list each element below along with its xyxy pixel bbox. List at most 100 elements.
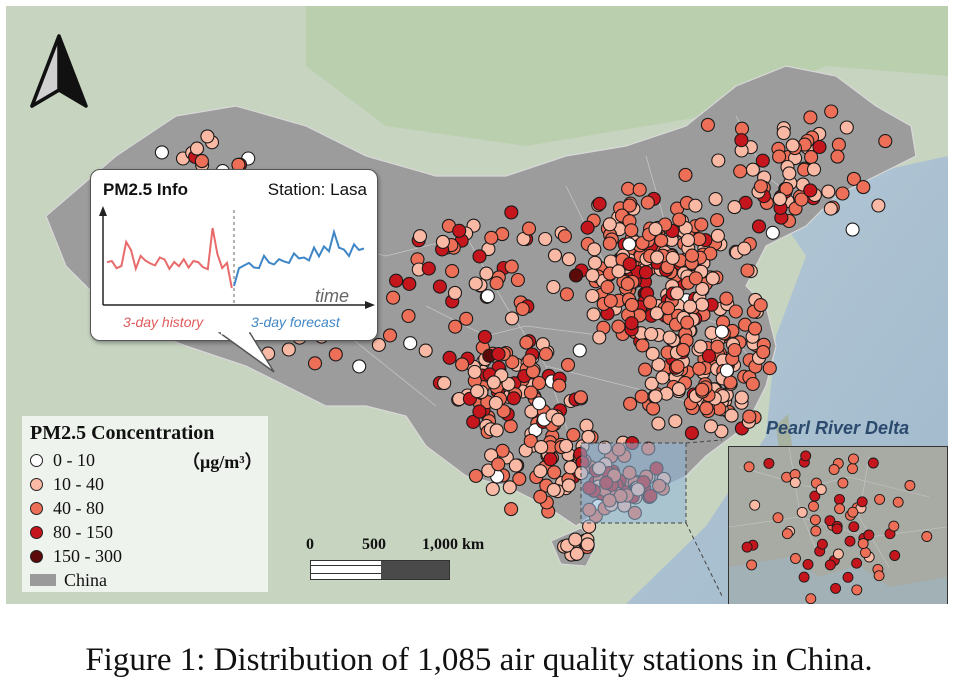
inset-station-marker[interactable] (772, 512, 784, 524)
station-marker[interactable] (624, 223, 639, 238)
station-marker[interactable] (753, 179, 768, 194)
station-marker[interactable] (489, 423, 504, 438)
station-marker[interactable] (200, 129, 215, 144)
station-marker[interactable] (695, 382, 710, 397)
station-marker[interactable] (655, 370, 670, 385)
station-marker[interactable] (710, 339, 725, 354)
station-marker[interactable] (737, 241, 752, 256)
inset-station-marker[interactable] (874, 493, 886, 505)
station-marker[interactable] (644, 326, 659, 342)
station-marker[interactable] (572, 343, 587, 358)
station-marker[interactable] (645, 346, 660, 361)
station-marker[interactable] (632, 182, 647, 197)
station-marker[interactable] (573, 390, 588, 405)
station-marker[interactable] (585, 288, 600, 304)
station-marker[interactable] (402, 276, 417, 291)
station-marker[interactable] (533, 489, 548, 504)
station-marker[interactable] (765, 225, 780, 240)
station-marker[interactable] (719, 363, 734, 378)
inset-station-marker[interactable] (749, 499, 761, 511)
inset-station-marker[interactable] (834, 493, 845, 505)
inset-station-marker[interactable] (832, 548, 844, 560)
station-marker[interactable] (684, 426, 699, 441)
station-marker[interactable] (560, 357, 576, 372)
station-marker[interactable] (812, 139, 827, 155)
station-marker[interactable] (785, 138, 800, 153)
station-marker[interactable] (845, 222, 860, 237)
station-marker[interactable] (705, 271, 720, 286)
station-marker[interactable] (734, 133, 749, 148)
station-marker[interactable] (538, 231, 553, 247)
station-marker[interactable] (194, 154, 209, 169)
station-marker[interactable] (386, 290, 401, 305)
station-marker[interactable] (678, 167, 693, 182)
station-marker[interactable] (602, 217, 617, 232)
station-marker[interactable] (692, 361, 707, 376)
station-marker[interactable] (661, 301, 676, 316)
inset-station-marker[interactable] (781, 528, 793, 540)
station-marker[interactable] (519, 335, 534, 350)
inset-station-marker[interactable] (851, 557, 863, 569)
station-marker[interactable] (638, 265, 653, 280)
station-marker[interactable] (794, 192, 809, 207)
station-marker[interactable] (622, 198, 637, 213)
inset-station-marker[interactable] (904, 480, 916, 491)
station-marker[interactable] (650, 250, 665, 265)
station-marker[interactable] (839, 120, 854, 135)
station-marker[interactable] (620, 276, 635, 291)
station-marker[interactable] (371, 337, 386, 352)
inset-station-marker[interactable] (800, 450, 812, 462)
station-marker[interactable] (830, 149, 845, 164)
station-marker[interactable] (719, 291, 734, 306)
station-marker[interactable] (611, 319, 626, 334)
station-marker[interactable] (592, 196, 607, 211)
station-marker[interactable] (580, 220, 595, 235)
station-marker[interactable] (684, 248, 700, 263)
inset-station-marker[interactable] (847, 463, 858, 475)
station-marker[interactable] (551, 412, 566, 427)
station-marker[interactable] (510, 272, 525, 288)
inset-station-marker[interactable] (888, 520, 900, 532)
station-marker[interactable] (823, 201, 838, 216)
station-marker[interactable] (504, 205, 519, 220)
station-marker[interactable] (580, 537, 595, 552)
station-marker[interactable] (559, 438, 574, 454)
station-marker[interactable] (640, 195, 655, 210)
station-marker[interactable] (531, 375, 547, 391)
station-marker[interactable] (466, 414, 481, 429)
station-marker[interactable] (733, 164, 748, 179)
station-marker[interactable] (676, 342, 691, 357)
station-marker[interactable] (623, 396, 638, 411)
station-marker[interactable] (491, 346, 506, 362)
station-marker[interactable] (665, 250, 680, 265)
station-marker[interactable] (699, 401, 714, 416)
station-marker[interactable] (486, 375, 501, 390)
station-marker[interactable] (515, 301, 530, 317)
station-marker[interactable] (710, 213, 725, 228)
station-marker[interactable] (587, 255, 603, 270)
inset-station-marker[interactable] (889, 550, 901, 561)
station-marker[interactable] (523, 433, 538, 448)
station-marker[interactable] (468, 276, 483, 291)
station-marker[interactable] (442, 350, 457, 365)
station-marker[interactable] (328, 347, 343, 362)
station-marker[interactable] (547, 248, 563, 263)
station-marker[interactable] (484, 230, 499, 245)
station-marker[interactable] (688, 271, 703, 286)
station-marker[interactable] (508, 458, 523, 473)
station-marker[interactable] (693, 339, 708, 354)
station-marker[interactable] (546, 482, 561, 497)
station-marker[interactable] (745, 376, 760, 392)
station-marker[interactable] (856, 180, 871, 195)
station-marker[interactable] (504, 259, 519, 274)
station-marker[interactable] (521, 221, 537, 236)
station-marker[interactable] (452, 223, 467, 238)
station-marker[interactable] (352, 359, 367, 374)
inset-station-marker[interactable] (810, 525, 822, 537)
inset-station-marker[interactable] (830, 582, 842, 594)
station-marker[interactable] (724, 408, 739, 423)
station-marker[interactable] (547, 465, 562, 480)
station-marker[interactable] (779, 181, 794, 196)
station-marker[interactable] (502, 480, 517, 495)
inset-station-marker[interactable] (763, 457, 775, 469)
